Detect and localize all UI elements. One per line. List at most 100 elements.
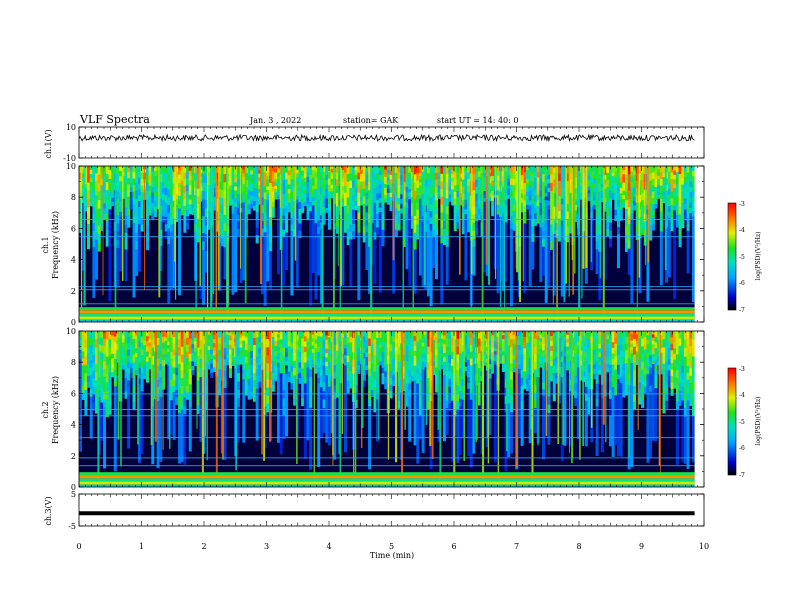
- spectrogram-cell: [574, 375, 578, 384]
- spectrogram-cell: [92, 230, 96, 240]
- spectrogram-cell: [290, 336, 294, 344]
- spectrogram-cell: [689, 202, 693, 209]
- spectrogram-cell: [287, 336, 291, 342]
- spectrogram-cell: [368, 398, 372, 407]
- spectrogram-cell: [327, 355, 332, 363]
- spectrogram-cell: [686, 198, 690, 206]
- spectrogram-cell: [472, 190, 476, 199]
- spectrogram-cell: [657, 185, 661, 190]
- spectrogram-cell: [633, 205, 637, 211]
- spectrogram-cell: [108, 200, 112, 206]
- spectrogram-cell: [239, 347, 243, 352]
- spectrogram-cell: [432, 222, 436, 231]
- spectrogram-cell: [376, 200, 380, 208]
- spectrogram-cell: [309, 202, 313, 208]
- spectrogram-cell: [608, 182, 613, 191]
- spectrogram-cell: [167, 334, 171, 339]
- spectrogram-cell: [137, 378, 141, 385]
- spectrogram-cell: [526, 170, 530, 176]
- spectrogram-cell: [504, 412, 508, 472]
- spectrogram-cell: [659, 179, 663, 187]
- spectrogram-cell: [127, 172, 131, 179]
- spectrogram-cell: [100, 224, 104, 231]
- spectrogram-cell: [164, 209, 168, 218]
- spectrogram-cell: [362, 342, 366, 348]
- spectrogram-cell: [178, 347, 182, 357]
- spectrogram-cell: [421, 346, 425, 351]
- spectrogram-cell: [252, 373, 257, 381]
- spectrogram-cell: [443, 366, 447, 372]
- spectrogram-cell: [282, 173, 286, 181]
- spectrogram-cell: [212, 192, 216, 198]
- spectrogram-cell: [523, 382, 527, 390]
- spectrogram-cell: [552, 386, 556, 395]
- spectrogram-cell: [373, 339, 377, 348]
- spectrogram-cell: [180, 362, 184, 371]
- spectrogram-cell: [180, 370, 184, 379]
- spectrogram-cell: [81, 195, 85, 200]
- spectrogram-cell: [159, 237, 163, 247]
- spectrogram-cell: [542, 238, 546, 248]
- spectrogram-cell: [84, 166, 88, 171]
- spectrogram-cell: [547, 209, 551, 288]
- spectrogram-cell: [512, 166, 516, 173]
- spectrogram-cell: [373, 202, 377, 211]
- spectrogram-cell: [451, 169, 455, 175]
- spectrogram-cell: [440, 364, 444, 370]
- spectrogram-cell: [279, 356, 283, 362]
- spectrogram-cell: [108, 191, 112, 197]
- spectrogram-cell: [170, 180, 174, 189]
- spectrogram-cell: [681, 178, 685, 185]
- spectrogram-cell: [654, 174, 658, 179]
- spectrogram-cell: [670, 178, 674, 186]
- spectrogram-cell: [509, 387, 514, 397]
- spectrogram-cell: [92, 174, 96, 183]
- spectrogram-cell: [659, 231, 663, 286]
- spectrogram-cell: [542, 214, 546, 223]
- spectrogram-cell: [617, 220, 621, 228]
- spectrogram-cell: [89, 338, 93, 347]
- spectrogram-cell: [491, 210, 495, 217]
- spectrogram-cell: [317, 166, 321, 174]
- spectrogram-cell: [298, 223, 302, 232]
- spectrogram-cell: [161, 210, 166, 217]
- spectrogram-cell: [271, 343, 275, 350]
- spectrogram-cell: [654, 203, 658, 209]
- spectrogram-cell: [89, 201, 93, 207]
- spectrogram-cell: [258, 359, 262, 366]
- spectrogram-cell: [242, 369, 246, 375]
- spectrogram-cell: [592, 369, 596, 375]
- spectrogram-cell: [100, 211, 104, 218]
- spectrogram-cell: [389, 357, 393, 365]
- spectrogram-cell: [317, 227, 321, 235]
- spectrogram-cell: [467, 331, 471, 338]
- spectrogram-cell: [595, 398, 599, 407]
- spectrogram-cell: [161, 166, 166, 172]
- spectrogram-cell: [228, 189, 232, 194]
- spectrogram-cell: [416, 180, 420, 189]
- spectrogram-cell: [95, 388, 99, 398]
- spectrogram-cell: [405, 207, 409, 214]
- spectrogram-cell: [212, 355, 216, 360]
- spectrogram-cell: [121, 342, 125, 347]
- spectrogram-cell: [79, 225, 83, 233]
- spectrogram-cell: [121, 350, 125, 355]
- spectrogram-cell: [560, 372, 564, 378]
- spectrogram-cell: [236, 347, 240, 357]
- spectrogram-cell: [558, 395, 562, 404]
- spectrogram-cell: [453, 198, 457, 206]
- spectrogram-cell: [178, 178, 182, 184]
- spectrogram-cell: [584, 331, 588, 339]
- spectrogram-cell: [186, 178, 190, 186]
- spectrogram-cell: [402, 190, 406, 199]
- spectrogram-cell: [255, 382, 259, 390]
- spectrogram-cell: [84, 347, 88, 357]
- spectrogram-cell: [226, 357, 230, 362]
- spectrogram-cell: [472, 238, 476, 248]
- spectrogram-cell: [662, 169, 666, 174]
- spectrogram-cell: [354, 192, 358, 198]
- spectrogram-cell: [343, 348, 348, 353]
- spectrogram-cell: [79, 356, 83, 360]
- spectrogram-cell: [657, 166, 661, 170]
- spectrogram-cell: [325, 193, 329, 199]
